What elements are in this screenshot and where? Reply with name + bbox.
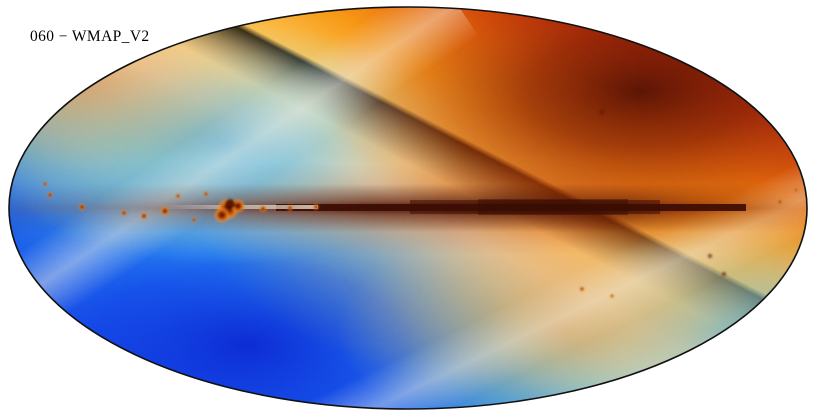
mollweide-outline: [8, 6, 808, 410]
sky-map-canvas: [8, 6, 808, 410]
detector-noise-coarse: [9, 7, 807, 409]
page-title: 060 − WMAP_V2: [30, 28, 150, 45]
mollweide-sky-map: [8, 6, 808, 410]
sky-map-body: [9, 7, 807, 409]
